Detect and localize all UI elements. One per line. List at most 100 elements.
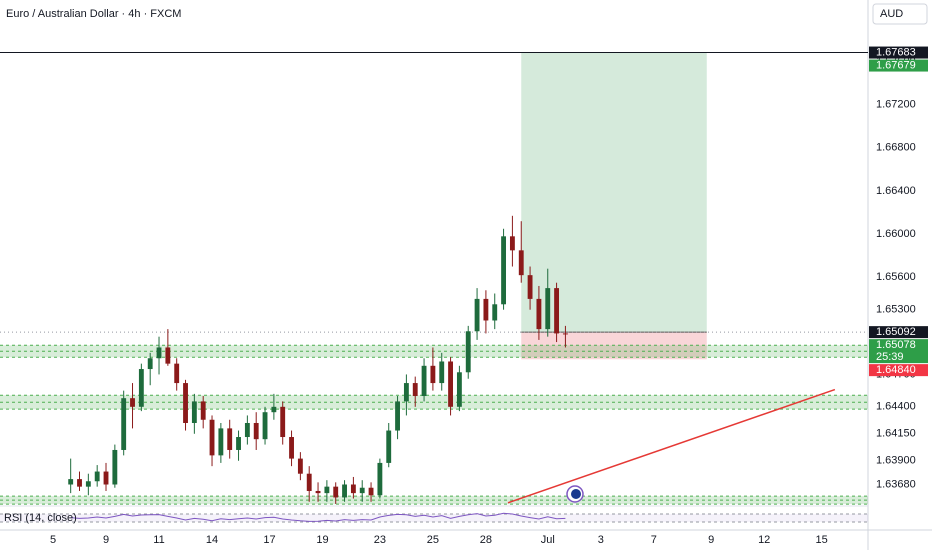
price-label: 1.67679 [876, 59, 916, 71]
candle-body [227, 428, 233, 450]
y-tick-label: 1.64150 [876, 428, 916, 440]
candle-body [103, 471, 109, 485]
candle-body [165, 347, 171, 364]
trendline [507, 388, 836, 504]
event-flag [571, 489, 581, 499]
y-tick-label: 1.67200 [876, 99, 916, 111]
candle-body [147, 358, 153, 370]
x-tick-label: 17 [263, 534, 275, 546]
y-tick-label: 1.66000 [876, 228, 916, 240]
y-tick-label: 1.66400 [876, 185, 916, 197]
candle-body [395, 401, 400, 431]
candle-body [280, 406, 286, 438]
currency-button[interactable] [872, 3, 928, 25]
candle-body [518, 250, 524, 276]
rsi-line [70, 512, 566, 522]
candle-body [483, 298, 489, 321]
candle-body [545, 288, 551, 330]
price-label: 1.64840 [876, 364, 916, 376]
price-label-box [869, 46, 928, 59]
price-label-box [869, 364, 928, 377]
candle-body [439, 361, 445, 384]
x-tick-label: 5 [50, 534, 56, 546]
candle-body [183, 383, 188, 423]
candle-body [359, 487, 365, 494]
countdown: 25:39 [876, 351, 904, 363]
candle-body [562, 333, 568, 335]
candle-body [112, 449, 118, 485]
candle-body [421, 365, 427, 397]
candle-body [68, 479, 74, 485]
candle-body [156, 347, 162, 359]
x-tick-label: 15 [815, 534, 827, 546]
profit-zone [521, 52, 707, 333]
candle-body [333, 486, 339, 498]
y-tick-label: 1.63680 [876, 478, 916, 490]
candle-body [262, 412, 268, 440]
candle-body [191, 401, 197, 423]
candle-body [448, 361, 453, 407]
price-label-box [869, 339, 928, 364]
x-tick-label: 25 [427, 534, 439, 546]
candle-body [412, 383, 418, 397]
candle-body [174, 363, 180, 384]
x-tick-label: 3 [598, 534, 604, 546]
x-tick-label: 9 [708, 534, 714, 546]
candle-body [368, 487, 374, 496]
rsi-label: RSI (14, close) [4, 512, 77, 524]
candle-body [474, 298, 480, 332]
x-tick-label: 12 [758, 534, 770, 546]
y-tick-label: 1.65600 [876, 271, 916, 283]
candle-body [386, 430, 392, 463]
candle-body [271, 406, 277, 413]
candle-body [297, 458, 303, 474]
x-tick-label: 28 [480, 534, 492, 546]
candle-body [306, 473, 312, 491]
candle-body [456, 372, 462, 407]
candle-body [138, 369, 144, 407]
candle-body [536, 298, 542, 330]
candle-body [492, 304, 498, 321]
price-label: 1.65078 [876, 339, 916, 351]
rsi-band [0, 514, 868, 522]
candle-body [236, 437, 241, 450]
candle-body [121, 398, 127, 450]
currency-label[interactable]: AUD [880, 8, 903, 20]
candle-body [509, 236, 515, 251]
candle-body [315, 490, 321, 494]
candle-body [244, 422, 250, 438]
event-icon[interactable] [566, 485, 584, 503]
x-tick-label: 7 [651, 534, 657, 546]
price-label: 1.67683 [876, 46, 916, 58]
candle-body [342, 484, 347, 498]
candle-body [377, 462, 383, 496]
price-label-box [869, 326, 928, 339]
x-tick-label: 9 [103, 534, 109, 546]
x-tick-label: 23 [374, 534, 386, 546]
price-label-box [869, 59, 928, 72]
candle-body [465, 331, 471, 373]
candle-body [350, 484, 356, 494]
x-tick-label: 14 [206, 534, 218, 546]
x-tick-label: Jul [541, 534, 555, 546]
y-tick-label: 1.66800 [876, 142, 916, 154]
chart-title: Euro / Australian Dollar · 4h · FXCM [6, 8, 181, 20]
candle-body [85, 481, 91, 487]
candle-body [130, 398, 135, 407]
x-tick-label: 19 [316, 534, 328, 546]
y-tick-label: 1.64400 [876, 401, 916, 413]
candle-body [554, 288, 560, 334]
price-label: 1.65092 [876, 326, 916, 338]
candle-body [77, 479, 82, 487]
candle-body [403, 383, 409, 402]
y-tick-label: 1.63900 [876, 455, 916, 467]
candle-body [324, 486, 330, 494]
candle-body [200, 401, 206, 420]
candle-body [527, 275, 533, 299]
candle-body [430, 365, 436, 384]
candle-body [94, 471, 100, 482]
candle-body [289, 437, 294, 459]
candle-body [209, 419, 215, 456]
